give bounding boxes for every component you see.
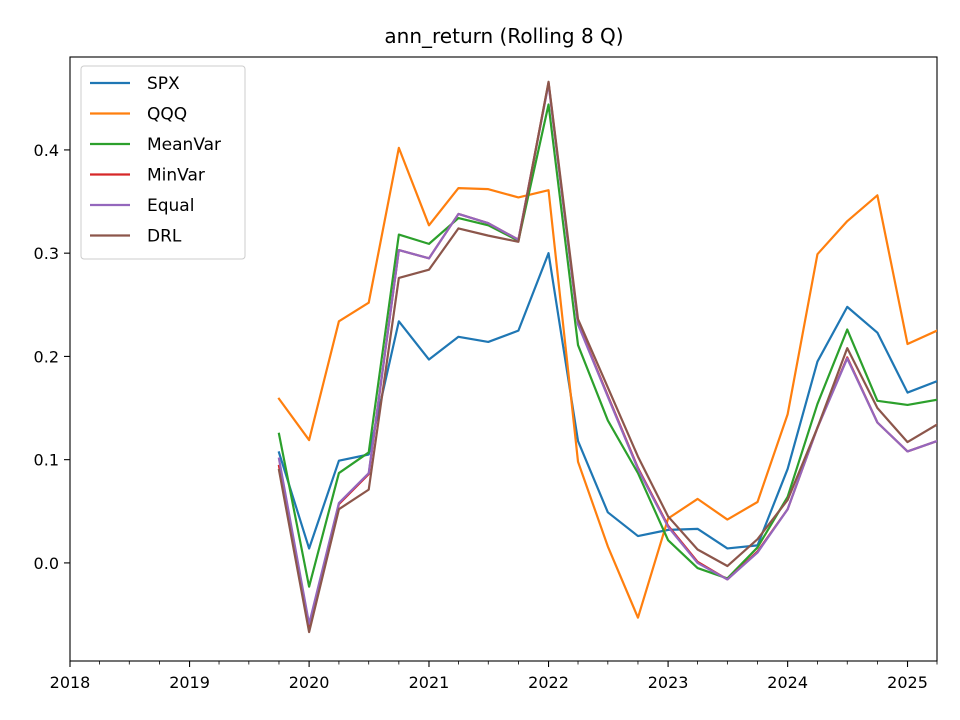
series-line-meanvar xyxy=(277,103,937,588)
x-tick-label: 2024 xyxy=(767,673,808,692)
y-tick-label: 0.0 xyxy=(34,554,59,573)
chart-title: ann_return (Rolling 8 Q) xyxy=(384,24,623,48)
axes-frame xyxy=(69,56,938,662)
y-tick-label: 0.1 xyxy=(34,451,59,470)
x-tick-label: 2020 xyxy=(289,673,330,692)
series-lines xyxy=(277,80,937,634)
y-tick-label: 0.4 xyxy=(34,141,59,160)
axes: 2018 2019 2020 2021 2022 2023 2024 2025 0.0 0.1 0.… xyxy=(34,56,938,692)
legend: SPX QQQ MeanVar MinVar Equal DRL xyxy=(80,65,246,260)
legend-item-minvar: MinVar xyxy=(90,166,205,186)
legend-label: MeanVar xyxy=(147,135,221,155)
plot-area: 2018 2019 2020 2021 2022 2023 2024 2025 0.0 0.1 0.… xyxy=(34,56,938,692)
legend-item-equal: Equal xyxy=(90,196,194,216)
legend-label: Equal xyxy=(147,196,194,216)
legend-item-drl: DRL xyxy=(90,227,182,247)
y-tick-label: 0.3 xyxy=(34,244,59,263)
legend-label: SPX xyxy=(147,74,180,94)
legend-item-qqq: QQQ xyxy=(90,105,187,125)
series-line-qqq xyxy=(277,146,937,619)
series-line-equal xyxy=(277,82,937,625)
legend-label: MinVar xyxy=(147,166,205,186)
x-tick-label: 2025 xyxy=(887,673,928,692)
x-tick-label: 2023 xyxy=(648,673,689,692)
x-tick-label: 2021 xyxy=(409,673,450,692)
x-tick-label: 2022 xyxy=(528,673,569,692)
series-line-spx xyxy=(277,252,937,550)
legend-label: QQQ xyxy=(147,105,187,125)
x-tick-label: 2019 xyxy=(169,673,210,692)
series-line-drl xyxy=(277,80,937,634)
y-tick-label: 0.2 xyxy=(34,347,59,366)
legend-item-meanvar: MeanVar xyxy=(90,135,221,155)
legend-label: DRL xyxy=(147,227,182,247)
x-tick-label: 2018 xyxy=(50,673,91,692)
legend-item-spx: SPX xyxy=(90,74,180,94)
